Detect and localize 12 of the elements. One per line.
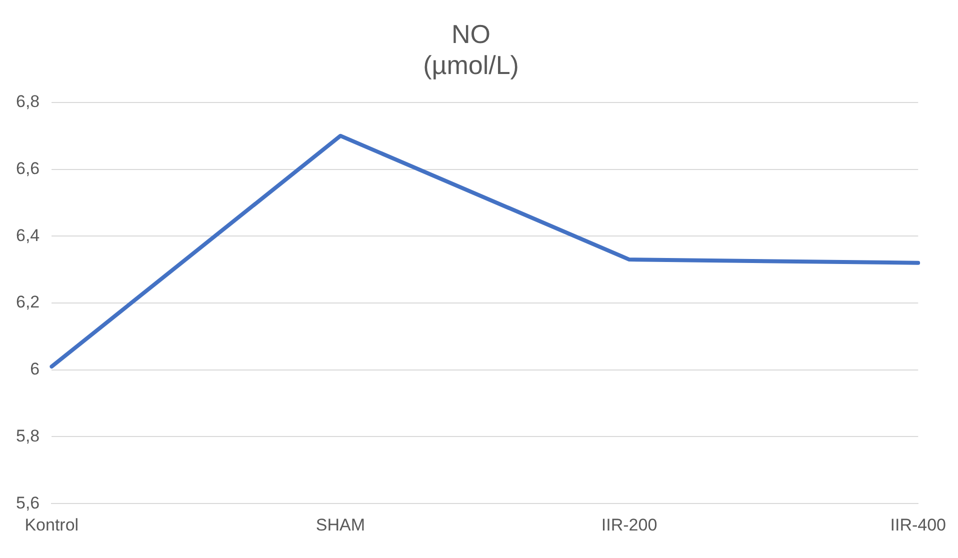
y-tick-label: 6,4 bbox=[16, 226, 40, 245]
x-tick-label: IIR-400 bbox=[890, 515, 946, 534]
chart-title: NO (µmol/L) bbox=[423, 18, 519, 80]
y-tick-label: 6 bbox=[30, 360, 40, 379]
x-tick-label: Kontrol bbox=[24, 515, 79, 534]
x-tick-label: SHAM bbox=[316, 515, 366, 534]
y-tick-label: 5,8 bbox=[16, 426, 40, 446]
y-tick-label: 6,8 bbox=[16, 92, 40, 112]
y-tick-label: 6,2 bbox=[16, 292, 40, 312]
y-tick-label: 5,6 bbox=[16, 493, 40, 512]
x-tick-label: IIR-200 bbox=[601, 515, 658, 534]
y-tick-label: 6,6 bbox=[16, 158, 40, 178]
